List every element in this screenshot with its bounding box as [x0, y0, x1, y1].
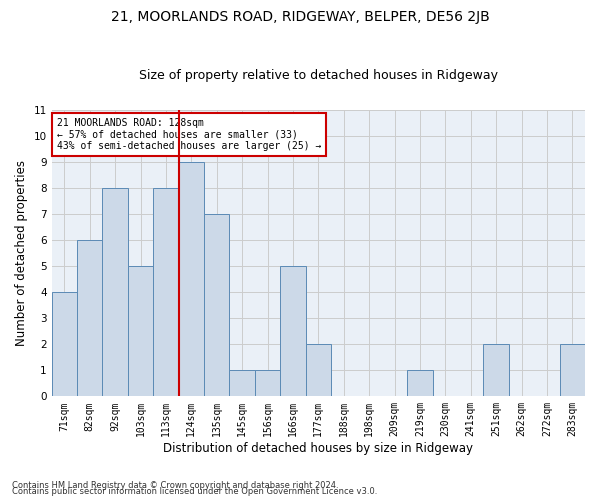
Y-axis label: Number of detached properties: Number of detached properties: [15, 160, 28, 346]
Bar: [560, 344, 585, 397]
Bar: [179, 162, 204, 396]
Bar: [153, 188, 179, 396]
Bar: [484, 344, 509, 397]
Bar: [229, 370, 255, 396]
Bar: [52, 292, 77, 397]
Text: 21 MOORLANDS ROAD: 128sqm
← 57% of detached houses are smaller (33)
43% of semi-: 21 MOORLANDS ROAD: 128sqm ← 57% of detac…: [57, 118, 322, 152]
Bar: [77, 240, 103, 396]
Bar: [280, 266, 305, 396]
Title: Size of property relative to detached houses in Ridgeway: Size of property relative to detached ho…: [139, 69, 498, 82]
Text: Contains HM Land Registry data © Crown copyright and database right 2024.: Contains HM Land Registry data © Crown c…: [12, 481, 338, 490]
Text: 21, MOORLANDS ROAD, RIDGEWAY, BELPER, DE56 2JB: 21, MOORLANDS ROAD, RIDGEWAY, BELPER, DE…: [110, 10, 490, 24]
X-axis label: Distribution of detached houses by size in Ridgeway: Distribution of detached houses by size …: [163, 442, 473, 455]
Bar: [407, 370, 433, 396]
Bar: [128, 266, 153, 396]
Bar: [255, 370, 280, 396]
Bar: [204, 214, 229, 396]
Bar: [305, 344, 331, 397]
Text: Contains public sector information licensed under the Open Government Licence v3: Contains public sector information licen…: [12, 488, 377, 496]
Bar: [103, 188, 128, 396]
